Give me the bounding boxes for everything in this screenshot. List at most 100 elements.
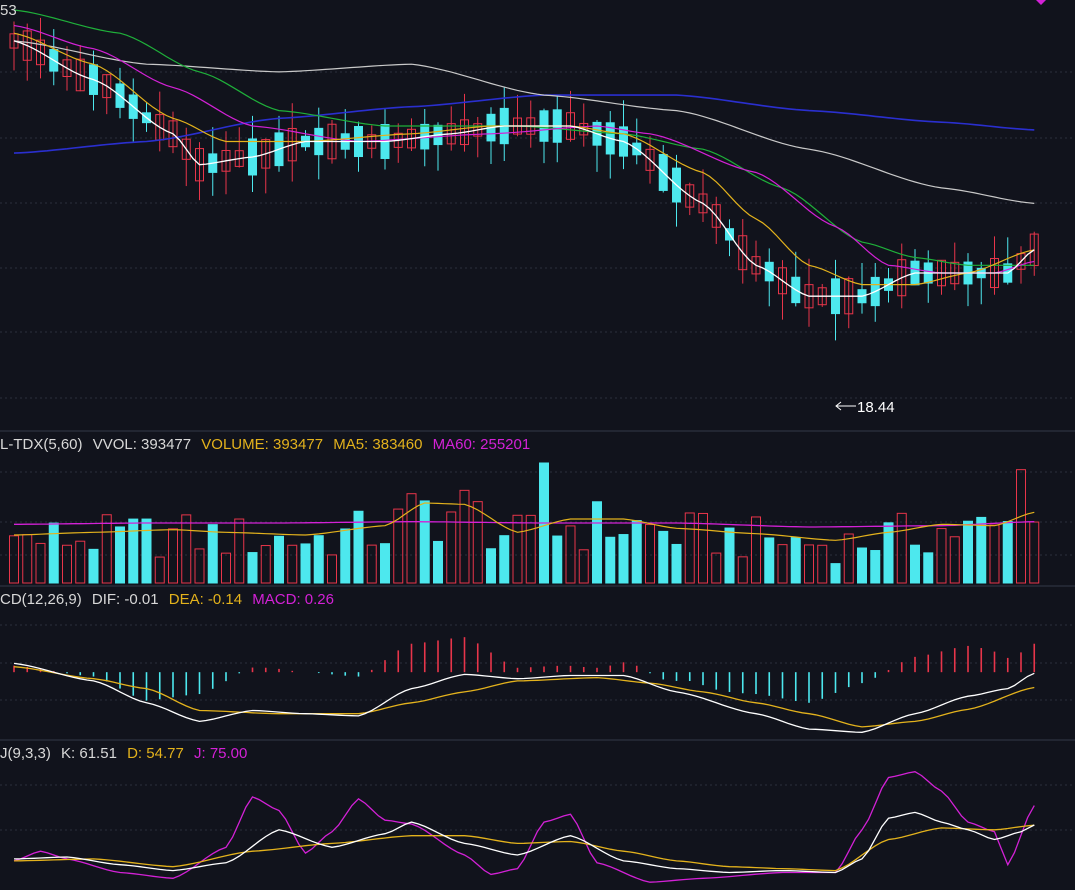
candle[interactable] [36,17,45,79]
candle[interactable] [579,103,589,147]
candle[interactable] [261,138,271,194]
volume-bar [989,524,1000,584]
candle[interactable] [234,127,244,168]
candle[interactable] [102,74,112,115]
candle[interactable] [393,123,403,163]
candle[interactable] [274,115,284,172]
candle-body [22,30,32,61]
candle[interactable] [804,258,814,327]
volume-bar [764,537,775,584]
volume-header: L-TDX(5,60) VVOL: 393477 VOLUME: 393477 … [0,436,530,453]
volume-ma5-value: MA5: 383460 [333,436,422,453]
candle[interactable] [473,116,483,158]
volume-bar [777,544,788,584]
volume-bar [737,556,748,584]
volume-bars[interactable] [9,462,1040,584]
volume-bar [936,528,947,584]
candle[interactable] [566,90,575,142]
volume-bar [380,543,390,584]
volume-bar [207,524,218,584]
candle[interactable] [287,103,297,182]
candle[interactable] [711,196,721,244]
volume-bar [565,525,576,584]
volume-bar [472,501,483,584]
candle[interactable] [486,107,496,165]
candle-body [75,58,85,92]
candle[interactable] [340,109,350,159]
candle[interactable] [831,259,840,341]
volume-bar [22,534,33,584]
candle[interactable] [698,169,708,223]
candle[interactable] [195,142,204,201]
candle[interactable] [314,107,324,180]
dea-line [13,666,1035,728]
candle[interactable] [672,154,681,227]
volume-indicator-name: L-TDX(5,60) [0,436,83,453]
volume-bar [327,554,337,584]
volume-bar [247,552,258,584]
candle[interactable] [181,127,191,187]
dea-value: DEA: -0.14 [169,591,242,608]
j-value: J: 75.00 [194,745,247,762]
candle-body [897,259,907,297]
candle[interactable] [407,118,416,151]
kdj-header: J(9,3,3) K: 61.51 D: 54.77 J: 75.00 [0,745,247,762]
volume-bar [817,544,828,584]
k-line [13,811,1035,874]
volume-bar [790,537,801,584]
volume-bar [62,544,72,584]
volume-bar [353,510,364,584]
candle[interactable] [950,242,960,291]
candle[interactable] [128,78,138,142]
candle[interactable] [248,115,257,192]
volume-bar [260,545,271,584]
candle[interactable] [738,219,748,284]
price-candles[interactable] [9,17,1039,341]
candle[interactable] [778,260,787,320]
candle-body [287,127,297,162]
volume-bar [499,535,510,584]
candle[interactable] [433,122,443,171]
volume-bar [711,552,722,584]
volume-bar [221,552,231,584]
candle[interactable] [22,23,32,81]
candle[interactable] [685,182,695,216]
volume-bar [88,548,99,584]
candle[interactable] [155,91,165,152]
candle[interactable] [857,262,867,314]
candle[interactable] [9,21,19,71]
candle[interactable] [1029,231,1039,276]
volume-bar [287,544,298,584]
candle-body [685,184,695,208]
candle[interactable] [526,100,536,148]
candle[interactable] [632,118,642,165]
candle-body [778,267,787,295]
candle[interactable] [817,283,827,307]
candle[interactable] [513,94,522,137]
candle-body [711,204,721,228]
candle[interactable] [380,109,390,170]
candle[interactable] [751,240,761,282]
candle[interactable] [791,251,801,307]
volume-bar [419,500,430,584]
candle-body [579,122,589,136]
candle[interactable] [605,111,615,179]
candle[interactable] [963,253,973,307]
d-line [13,824,1035,872]
candle[interactable] [354,121,363,172]
candle[interactable] [910,249,920,286]
ma120-line [13,94,1035,154]
candle[interactable] [446,106,456,151]
candle[interactable] [1003,237,1013,285]
volume-bar [605,536,616,584]
candle[interactable] [592,119,602,172]
low-price-marker: 18.44 [835,399,895,416]
ma20-line [13,24,1035,274]
candle[interactable] [539,108,549,164]
volume-bar [406,493,417,584]
candle[interactable] [764,248,774,307]
corner-price-label: 53 [0,2,17,19]
candle-body [36,39,45,66]
candle[interactable] [844,276,854,329]
